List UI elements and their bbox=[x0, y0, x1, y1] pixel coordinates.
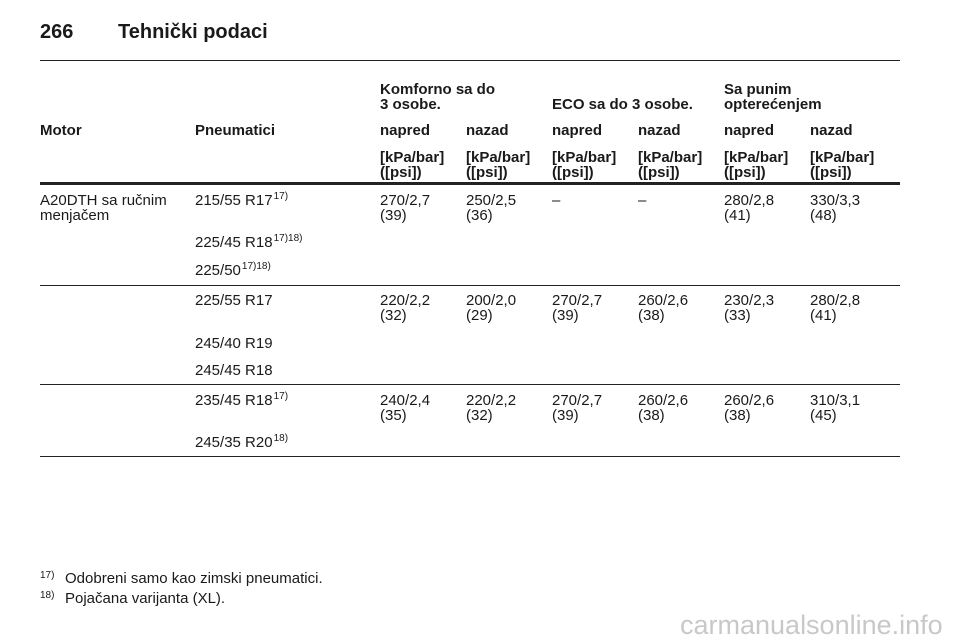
pressure-value: (38) bbox=[724, 407, 751, 424]
pressure-value: 270/2,7 bbox=[380, 192, 431, 209]
row-rule bbox=[40, 384, 900, 385]
pressure-value: (45) bbox=[810, 407, 837, 424]
footnote-ref: 18) bbox=[273, 433, 289, 444]
pressure-value: (38) bbox=[638, 307, 665, 324]
table-head-rule bbox=[40, 182, 900, 185]
pressure-value: – bbox=[638, 192, 647, 209]
header-rule bbox=[40, 60, 900, 61]
unit: [kPa/bar] bbox=[466, 149, 531, 166]
pressure-value: (39) bbox=[552, 407, 579, 424]
group-header: 3 osobe. bbox=[380, 96, 441, 113]
pressure-value: 260/2,6 bbox=[638, 292, 689, 309]
pressure-value: (48) bbox=[810, 207, 837, 224]
tire-size: 215/55 R1717) bbox=[195, 191, 289, 209]
column-header: Motor bbox=[40, 122, 82, 139]
unit: [kPa/bar] bbox=[380, 149, 445, 166]
column-header: napred bbox=[380, 122, 431, 139]
pressure-value: (32) bbox=[466, 407, 493, 424]
tire-size: 245/45 R18 bbox=[195, 362, 273, 379]
tire-size: 225/5017)18) bbox=[195, 261, 271, 279]
footnote-mark: 18) bbox=[40, 590, 55, 601]
row-rule bbox=[40, 456, 900, 457]
footnote-text: Pojačana varijanta (XL). bbox=[65, 590, 226, 607]
unit: [kPa/bar] bbox=[724, 149, 789, 166]
footnote-ref: 17) bbox=[273, 191, 289, 202]
unit: ([psi]) bbox=[724, 164, 766, 181]
unit: ([psi]) bbox=[466, 164, 508, 181]
tire-size: 225/55 R17 bbox=[195, 292, 273, 309]
pressure-value: 260/2,6 bbox=[638, 392, 689, 409]
column-header: napred bbox=[552, 122, 603, 139]
group-header: Sa punim bbox=[724, 81, 792, 98]
pressure-value: 310/3,1 bbox=[810, 392, 861, 409]
group-header: ECO sa do 3 osobe. bbox=[552, 96, 693, 113]
pressure-value: 280/2,8 bbox=[810, 292, 861, 309]
column-header: nazad bbox=[466, 122, 509, 139]
pressure-value: 220/2,2 bbox=[466, 392, 517, 409]
pressure-value: (39) bbox=[380, 207, 407, 224]
unit: [kPa/bar] bbox=[552, 149, 617, 166]
unit: ([psi]) bbox=[638, 164, 680, 181]
tire-size: 245/40 R19 bbox=[195, 335, 273, 352]
pressure-value: 230/2,3 bbox=[724, 292, 775, 309]
watermark: carmanualsonline.info bbox=[680, 610, 943, 640]
unit: [kPa/bar] bbox=[638, 149, 703, 166]
group-header: opterećenjem bbox=[724, 96, 822, 113]
motor: A20DTH sa ručnim bbox=[40, 192, 167, 209]
unit: ([psi]) bbox=[552, 164, 594, 181]
group-header: Komforno sa do bbox=[380, 81, 495, 98]
pressure-value: 220/2,2 bbox=[380, 292, 431, 309]
page-title: Tehnički podaci bbox=[118, 21, 268, 43]
pressure-value: (39) bbox=[552, 307, 579, 324]
unit: ([psi]) bbox=[810, 164, 852, 181]
pressure-value: 330/3,3 bbox=[810, 192, 861, 209]
row-rule bbox=[40, 285, 900, 286]
pressure-value: 250/2,5 bbox=[466, 192, 517, 209]
pressure-value: (41) bbox=[724, 207, 751, 224]
tire-size: 235/45 R1817) bbox=[195, 391, 289, 409]
footnote-text: Odobreni samo kao zimski pneumatici. bbox=[65, 570, 323, 587]
pressure-value: 280/2,8 bbox=[724, 192, 775, 209]
footnote-ref: 17)18) bbox=[273, 233, 303, 244]
pressure-value: (32) bbox=[380, 307, 407, 324]
footnote-ref: 17)18) bbox=[241, 261, 271, 272]
pressure-value: 260/2,6 bbox=[724, 392, 775, 409]
column-header: Pneumatici bbox=[195, 122, 276, 139]
unit: ([psi]) bbox=[380, 164, 422, 181]
footnote-ref: 17) bbox=[273, 391, 289, 402]
pressure-value: 200/2,0 bbox=[466, 292, 517, 309]
column-header: napred bbox=[724, 122, 775, 139]
page-number: 266 bbox=[40, 21, 74, 43]
tire-size: 225/45 R1817)18) bbox=[195, 233, 303, 251]
footnote-mark: 17) bbox=[40, 570, 55, 581]
pressure-value: (38) bbox=[638, 407, 665, 424]
column-header: nazad bbox=[638, 122, 681, 139]
pressure-value: (29) bbox=[466, 307, 493, 324]
column-header: nazad bbox=[810, 122, 853, 139]
tire-size: 245/35 R2018) bbox=[195, 433, 289, 451]
pressure-value: 270/2,7 bbox=[552, 392, 603, 409]
pressure-value: 240/2,4 bbox=[380, 392, 431, 409]
pressure-value: (36) bbox=[466, 207, 493, 224]
pressure-value: – bbox=[552, 192, 561, 209]
pressure-value: (41) bbox=[810, 307, 837, 324]
unit: [kPa/bar] bbox=[810, 149, 875, 166]
motor: menjačem bbox=[40, 207, 110, 224]
pressure-value: 270/2,7 bbox=[552, 292, 603, 309]
pressure-value: (33) bbox=[724, 307, 751, 324]
pressure-value: (35) bbox=[380, 407, 407, 424]
